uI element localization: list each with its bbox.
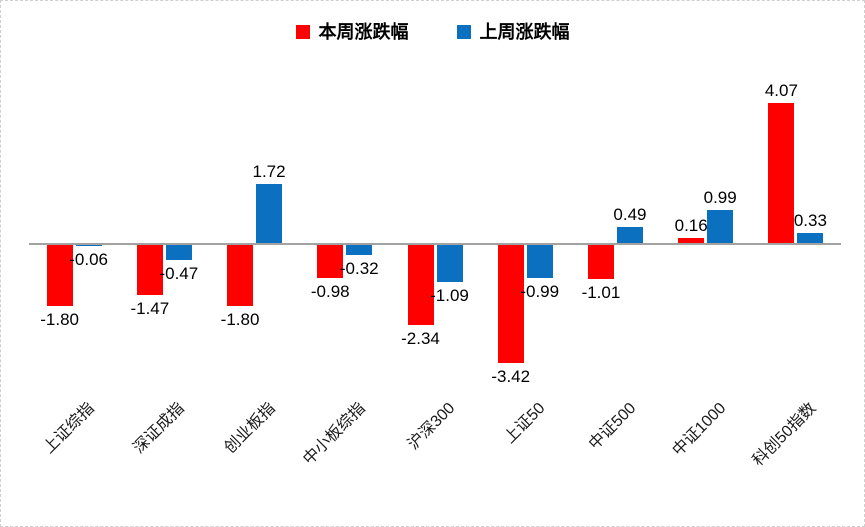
bar-series1-8 bbox=[797, 232, 824, 244]
bar-series0-1 bbox=[136, 244, 163, 295]
bar-series0-6 bbox=[587, 244, 614, 280]
legend-label: 本周涨跌幅 bbox=[318, 22, 409, 42]
data-label-series1-2: 1.72 bbox=[252, 162, 286, 182]
category-label: 深证成指 bbox=[130, 399, 189, 457]
data-label-series0-5: -3.42 bbox=[491, 366, 531, 386]
category-label: 中证1000 bbox=[669, 399, 730, 460]
bar-series0-2 bbox=[227, 244, 254, 307]
legend-swatch-icon bbox=[456, 25, 471, 39]
category-label: 中小板综指 bbox=[299, 399, 369, 469]
data-label-series0-3: -0.98 bbox=[310, 282, 350, 301]
bar-series1-0 bbox=[75, 244, 102, 247]
bar-series1-1 bbox=[165, 244, 192, 261]
bar-series1-5 bbox=[526, 244, 553, 279]
category-label: 上证综指 bbox=[40, 399, 98, 457]
x-axis-line bbox=[29, 243, 841, 245]
bar-series0-4 bbox=[407, 244, 434, 326]
data-label-series0-1: -1.47 bbox=[130, 299, 170, 318]
category-label: 中证500 bbox=[585, 399, 640, 454]
bar-series0-3 bbox=[317, 244, 344, 278]
bar-series0-7 bbox=[678, 238, 705, 244]
data-label-series1-4: -1.09 bbox=[430, 285, 469, 305]
category-label: 创业板指 bbox=[220, 399, 279, 457]
data-label-series1-1: -0.47 bbox=[159, 264, 199, 284]
data-label-series1-6: 0.49 bbox=[613, 204, 647, 224]
data-label-series1-5: -0.99 bbox=[520, 282, 560, 302]
legend-swatch-icon bbox=[295, 25, 310, 39]
bar-series0-5 bbox=[497, 244, 524, 363]
data-label-series1-3: -0.32 bbox=[339, 259, 379, 279]
data-label-series1-0: -0.06 bbox=[69, 250, 108, 270]
legend-item-0: 本周涨跌幅 bbox=[295, 22, 409, 42]
bar-series1-4 bbox=[436, 244, 463, 282]
bar-series0-0 bbox=[46, 244, 73, 307]
data-label-series1-7: 0.99 bbox=[703, 187, 737, 207]
data-label-series0-8: 4.07 bbox=[764, 80, 798, 100]
category-label: 沪深300 bbox=[405, 399, 459, 454]
legend-item-1: 上周涨跌幅 bbox=[456, 22, 570, 42]
data-label-series0-2: -1.80 bbox=[220, 310, 260, 330]
chart-legend: 本周涨跌幅 上周涨跌幅 bbox=[1, 23, 864, 41]
data-label-series0-6: -1.01 bbox=[581, 283, 621, 303]
data-label-series0-7: 0.16 bbox=[674, 216, 708, 236]
data-label-series0-0: -1.80 bbox=[40, 310, 79, 330]
bar-series1-6 bbox=[616, 226, 643, 244]
data-label-series0-4: -2.34 bbox=[401, 329, 440, 349]
category-label: 科创50指数 bbox=[749, 399, 820, 470]
bar-series1-3 bbox=[346, 244, 373, 256]
data-label-series1-8: 0.33 bbox=[793, 210, 827, 230]
bar-series1-2 bbox=[256, 184, 283, 244]
bar-series0-8 bbox=[768, 102, 795, 244]
legend-label: 上周涨跌幅 bbox=[479, 22, 570, 42]
category-label: 上证50 bbox=[501, 399, 549, 447]
bar-series1-7 bbox=[707, 209, 734, 244]
